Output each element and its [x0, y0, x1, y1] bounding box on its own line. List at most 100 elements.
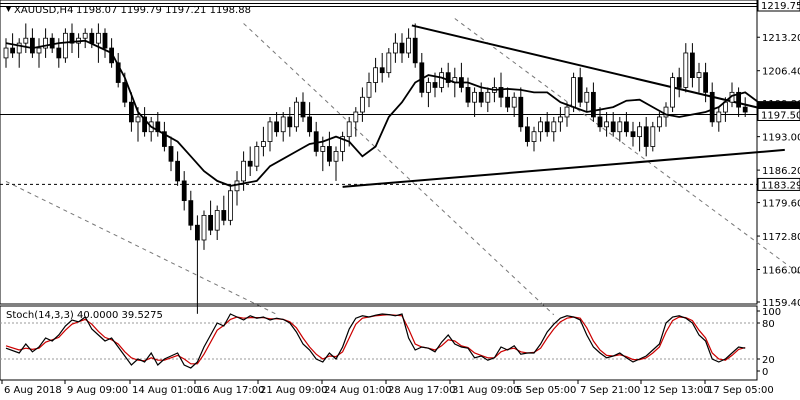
price-tag-label: 1219.75 [761, 1, 800, 12]
candle-body [221, 210, 227, 221]
moving-average-line [5, 39, 799, 187]
candle-body [604, 121, 609, 128]
candle-body [69, 32, 75, 44]
candle-body [742, 106, 748, 113]
candle-body [353, 111, 359, 123]
candle-body [386, 52, 392, 74]
candle-body [181, 180, 187, 202]
candle-body [531, 131, 537, 142]
candle-body [544, 121, 550, 133]
candle-body [670, 77, 675, 108]
time-tick-label: 17 Sep 05:00 [707, 385, 774, 396]
time-tick-label: 24 Aug 01:00 [324, 385, 391, 396]
candle-body [663, 106, 669, 118]
candle-body [676, 77, 682, 88]
stochastic-tick-label: 80 [762, 319, 775, 330]
candle-body [597, 116, 603, 128]
candle-body [320, 146, 326, 152]
price-tick-label: 1159.40 [762, 298, 800, 309]
candle-body [373, 67, 379, 83]
candle-body [406, 37, 412, 54]
trendline [243, 23, 555, 316]
time-tick-label: 28 Aug 17:00 [388, 385, 455, 396]
trendlines [5, 18, 800, 316]
price-tag [757, 107, 800, 121]
candle-body [247, 160, 253, 167]
time-tick-label: 12 Sep 13:00 [643, 385, 710, 396]
time-tick-label: 21 Aug 09:00 [260, 385, 327, 396]
time-tick-label: 7 Sep 21:00 [580, 385, 640, 396]
trendline [342, 148, 785, 188]
candle-body [716, 111, 722, 123]
candle-body [657, 116, 662, 128]
candle-body [214, 210, 220, 231]
price-tick-label: 1206.40 [762, 67, 800, 78]
price-tick-label: 1213.20 [762, 33, 800, 44]
candle-body [293, 101, 299, 128]
candle-body [254, 146, 260, 167]
stochastic-tick-label: 0 [762, 367, 768, 378]
trendline [411, 24, 786, 115]
price-tick-label: 1166.00 [762, 266, 800, 277]
chart-header: XAUUSD,H4 1198.07 1199.79 1197.21 1198.8… [6, 5, 251, 16]
price-tag-label: 1183.29 [761, 180, 800, 191]
trendline [454, 18, 800, 275]
stochastic-tick-label: 20 [762, 355, 775, 366]
candle-body [525, 126, 530, 142]
candle-body [425, 82, 431, 93]
price-tick-label: 1193.00 [762, 133, 800, 144]
candle-body [161, 131, 167, 147]
candle-body [432, 82, 438, 88]
candle-body [465, 87, 471, 103]
candle-body [49, 37, 55, 49]
candle-body [23, 37, 29, 44]
candle-body [571, 77, 576, 108]
price-tag [757, 177, 800, 191]
candle-body [16, 42, 22, 54]
candle-body [82, 32, 88, 39]
candle-body [538, 121, 543, 133]
candle-body [703, 72, 708, 93]
candle-body [234, 180, 240, 192]
stochastic-tick-label: 100 [762, 307, 781, 318]
price-tick-label: 1172.80 [762, 232, 800, 243]
time-tick-label: 14 Aug 01:00 [132, 385, 199, 396]
candle-body [280, 116, 286, 133]
candle-body [274, 121, 280, 133]
candle-body [643, 126, 649, 147]
candle-body [683, 52, 689, 88]
candle-body [637, 126, 642, 138]
candle-body [241, 160, 247, 182]
candle-body [287, 116, 293, 128]
candle-body [208, 214, 214, 231]
candle-body [43, 37, 48, 49]
candle-body [551, 121, 557, 133]
candle-body [650, 126, 656, 147]
candle-body [445, 72, 451, 83]
candle-body [194, 224, 200, 241]
candle-body [478, 91, 484, 103]
candle-body [326, 146, 332, 162]
candle-body [155, 121, 161, 133]
candle-body [696, 72, 702, 78]
candle-body [175, 160, 181, 182]
candle-body [89, 32, 95, 44]
candle-body [577, 77, 583, 103]
candle-body [346, 121, 352, 138]
candle-body [518, 96, 524, 128]
collapse-triangle-icon[interactable] [6, 7, 11, 12]
candle-body [307, 116, 313, 133]
candle-body [630, 131, 636, 138]
candle-body [340, 136, 346, 152]
candle-body [610, 121, 616, 133]
price-pane[interactable] [0, 0, 800, 316]
candle-body [300, 101, 306, 118]
candle-body [96, 32, 101, 44]
time-tick-label: 9 Aug 09:00 [67, 385, 128, 396]
candle-body [260, 141, 266, 147]
candle-body [102, 32, 108, 49]
